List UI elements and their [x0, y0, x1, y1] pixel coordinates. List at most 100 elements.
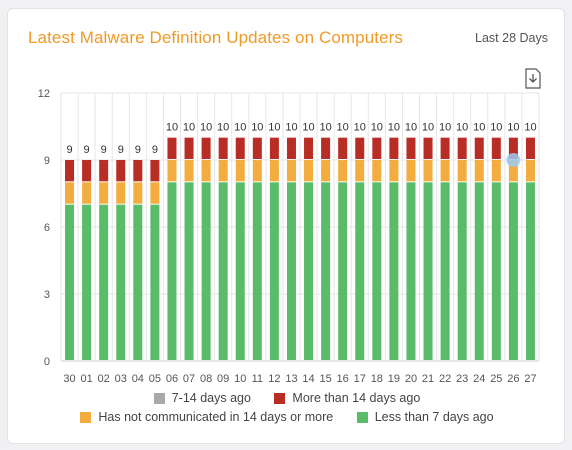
- bar-total-label: 10: [285, 122, 297, 134]
- bar-segment-not-communicated: [252, 160, 262, 182]
- bar-segment-more-than-fourteen: [423, 137, 433, 159]
- bar-segment-less-than-seven: [167, 182, 177, 360]
- bar-segment-less-than-seven: [474, 182, 484, 360]
- bar-segment-not-communicated: [286, 160, 296, 182]
- legend-item-more-than-14-days[interactable]: More than 14 days ago: [274, 391, 420, 405]
- bar-segment-not-communicated: [525, 160, 535, 182]
- bar-total-label: 10: [337, 122, 349, 134]
- x-tick-label: 04: [132, 373, 144, 385]
- bar-segment-more-than-fourteen: [372, 137, 382, 159]
- bar-segment-not-communicated: [133, 182, 143, 204]
- legend-item-less-than-7-days[interactable]: Less than 7 days ago: [356, 410, 494, 424]
- bar-segment-more-than-fourteen: [150, 160, 160, 182]
- y-tick-label: 0: [44, 356, 50, 368]
- bar-total-label: 10: [251, 122, 263, 134]
- bar-segment-less-than-seven: [82, 204, 92, 360]
- legend-swatch: [274, 392, 286, 404]
- x-tick-label: 09: [217, 373, 229, 385]
- bar-segment-more-than-fourteen: [304, 137, 314, 159]
- legend-item-7-14-days[interactable]: 7-14 days ago: [153, 391, 251, 405]
- x-tick-label: 15: [319, 373, 331, 385]
- bar-total-label: 10: [405, 122, 417, 134]
- bar-total-label: 9: [135, 144, 141, 156]
- bar-segment-more-than-fourteen: [82, 160, 92, 182]
- x-tick-label: 18: [371, 373, 383, 385]
- bar-segment-less-than-seven: [184, 182, 194, 360]
- bar-segment-less-than-seven: [321, 182, 331, 360]
- chart-card: Latest Malware Definition Updates on Com…: [7, 8, 565, 444]
- x-tick-label: 07: [183, 373, 195, 385]
- bar-total-label: 10: [268, 122, 280, 134]
- y-tick-label: 6: [44, 222, 50, 234]
- x-tick-label: 19: [388, 373, 400, 385]
- bar-segment-more-than-fourteen: [474, 137, 484, 159]
- bar-total-label: 9: [84, 144, 90, 156]
- bar-segment-less-than-seven: [133, 204, 143, 360]
- legend-item-not-communicated[interactable]: Has not communicated in 14 days or more: [80, 410, 333, 424]
- bar-segment-not-communicated: [440, 160, 450, 182]
- x-tick-label: 27: [524, 373, 536, 385]
- bar-segment-more-than-fourteen: [133, 160, 143, 182]
- bar-segment-more-than-fourteen: [218, 137, 228, 159]
- bar-segment-less-than-seven: [218, 182, 228, 360]
- x-tick-label: 17: [354, 373, 366, 385]
- bar-segment-not-communicated: [355, 160, 365, 182]
- bar-segment-less-than-seven: [269, 182, 279, 360]
- bar-segment-more-than-fourteen: [440, 137, 450, 159]
- bar-segment-not-communicated: [184, 160, 194, 182]
- bar-segment-less-than-seven: [99, 204, 109, 360]
- bar-total-label: 10: [166, 122, 178, 134]
- bar-segment-more-than-fourteen: [99, 160, 109, 182]
- bar-total-label: 10: [439, 122, 451, 134]
- bar-segment-more-than-fourteen: [338, 137, 348, 159]
- bar-total-label: 10: [473, 122, 485, 134]
- legend-swatch: [153, 392, 165, 404]
- legend-label: Less than 7 days ago: [374, 410, 494, 424]
- bar-segment-less-than-seven: [286, 182, 296, 360]
- bar-total-label: 9: [101, 144, 107, 156]
- legend-label: 7-14 days ago: [171, 391, 251, 405]
- bar-segment-not-communicated: [201, 160, 211, 182]
- x-tick-label: 06: [166, 373, 178, 385]
- bar-total-label: 10: [388, 122, 400, 134]
- bar-segment-not-communicated: [406, 160, 416, 182]
- bar-segment-less-than-seven: [338, 182, 348, 360]
- bar-segment-less-than-seven: [304, 182, 314, 360]
- bar-segment-more-than-fourteen: [321, 137, 331, 159]
- bar-segment-more-than-fourteen: [389, 137, 399, 159]
- bar-segment-more-than-fourteen: [286, 137, 296, 159]
- bar-segment-not-communicated: [167, 160, 177, 182]
- bar-segment-not-communicated: [491, 160, 501, 182]
- x-tick-label: 26: [507, 373, 519, 385]
- bar-total-label: 10: [354, 122, 366, 134]
- x-tick-label: 05: [149, 373, 161, 385]
- date-range-label[interactable]: Last 28 Days: [475, 31, 548, 45]
- bar-segment-less-than-seven: [440, 182, 450, 360]
- x-tick-label: 10: [234, 373, 246, 385]
- bar-segment-not-communicated: [65, 182, 75, 204]
- bar-segment-not-communicated: [474, 160, 484, 182]
- bar-segment-not-communicated: [269, 160, 279, 182]
- bar-segment-less-than-seven: [508, 182, 518, 360]
- x-tick-label: 16: [337, 373, 349, 385]
- x-tick-label: 20: [405, 373, 417, 385]
- bar-segment-more-than-fourteen: [184, 137, 194, 159]
- bar-segment-less-than-seven: [235, 182, 245, 360]
- legend-row-2: Has not communicated in 14 days or more …: [8, 410, 566, 426]
- download-icon[interactable]: [524, 68, 542, 89]
- bar-segment-more-than-fourteen: [457, 137, 467, 159]
- x-tick-label: 03: [115, 373, 127, 385]
- bar-segment-more-than-fourteen: [406, 137, 416, 159]
- x-tick-label: 22: [439, 373, 451, 385]
- bar-total-label: 10: [302, 122, 314, 134]
- bar-total-label: 9: [66, 144, 72, 156]
- x-tick-label: 14: [302, 373, 314, 385]
- bar-total-label: 10: [183, 122, 195, 134]
- bar-segment-not-communicated: [150, 182, 160, 204]
- bar-total-label: 10: [319, 122, 331, 134]
- x-tick-label: 08: [200, 373, 212, 385]
- x-tick-label: 24: [473, 373, 485, 385]
- bar-segment-not-communicated: [99, 182, 109, 204]
- bar-segment-not-communicated: [457, 160, 467, 182]
- x-tick-label: 02: [98, 373, 110, 385]
